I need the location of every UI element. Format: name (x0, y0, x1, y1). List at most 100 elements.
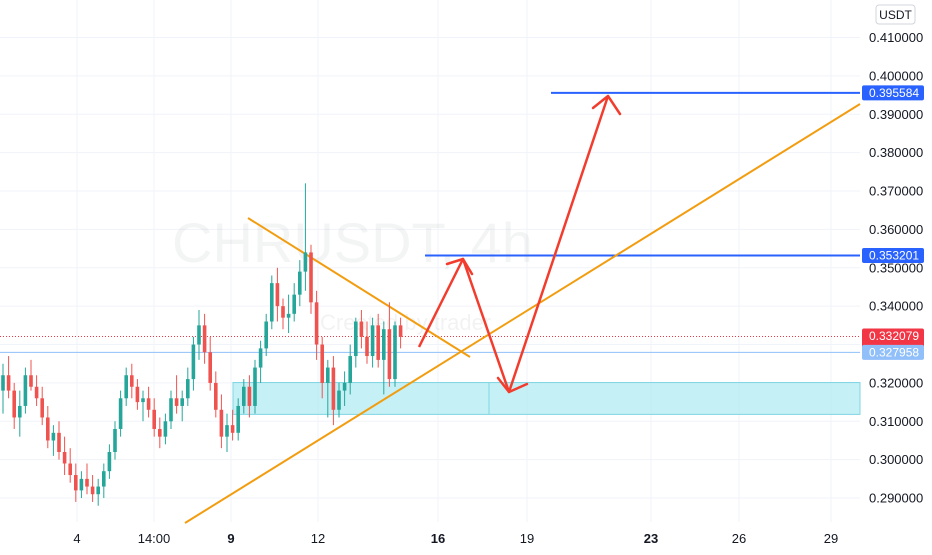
y-tick-label: 0.290000 (869, 491, 923, 506)
watermark-symbol: CHRUSDT, 4h (172, 211, 533, 274)
x-tick-label: 12 (311, 531, 325, 546)
candle (264, 313, 268, 357)
x-tick-label: 14:00 (138, 531, 171, 546)
candle-body (68, 463, 72, 476)
candle (202, 313, 207, 364)
candle (326, 359, 330, 418)
candle-body (40, 398, 44, 418)
candle (174, 375, 179, 414)
prev-price-tag[interactable]: 0.327958 (862, 344, 924, 360)
x-tick-label: 19 (520, 531, 534, 546)
candle-body (51, 432, 56, 441)
y-tick-label: 0.370000 (869, 184, 923, 199)
candle (230, 409, 235, 441)
ascending-trendline[interactable] (184, 103, 861, 524)
candle-body (247, 386, 252, 406)
candle (23, 367, 28, 414)
projection-arrow[interactable] (417, 94, 622, 394)
watermark-subtitle: Created by trader (320, 310, 491, 335)
candle (320, 336, 324, 399)
candle-body (281, 306, 285, 318)
candle-body (292, 294, 296, 314)
candle-body (163, 421, 168, 437)
y-tick-label: 0.300000 (869, 452, 923, 467)
price-axis[interactable]: 0.2900000.3000000.3100000.3200000.330000… (862, 30, 924, 506)
candle-body (6, 375, 11, 391)
x-tick-label: 9 (227, 531, 234, 546)
price-tag-value: 0.332079 (869, 329, 919, 343)
candle-body (303, 252, 308, 272)
candle (253, 359, 257, 414)
currency-badge-frame (875, 4, 916, 25)
drawing-lines[interactable] (0, 91, 861, 524)
candle (219, 394, 224, 449)
candle-body (365, 336, 369, 357)
candle-body (174, 398, 179, 406)
support-zone-rect[interactable] (232, 382, 861, 415)
support-zone[interactable] (232, 382, 861, 415)
candle (46, 405, 50, 449)
candle (382, 321, 386, 395)
candle-body (146, 398, 151, 410)
candle (303, 183, 308, 291)
candle (113, 421, 117, 460)
projection-path[interactable] (417, 95, 610, 394)
descending-trendline[interactable] (247, 217, 471, 358)
candle (354, 317, 358, 368)
candle-body (320, 344, 324, 383)
level-price-tag[interactable]: 0.395584 (862, 85, 924, 101)
candle-body (102, 471, 106, 487)
candle (74, 463, 78, 502)
candle (337, 382, 341, 418)
candle-body (326, 367, 330, 383)
currency-badge[interactable]: USDT (875, 4, 916, 25)
candle-body (348, 356, 352, 383)
candle-body (186, 379, 190, 399)
candle-body (331, 367, 336, 410)
candle-body (113, 428, 117, 453)
candle (309, 244, 313, 314)
candle (298, 260, 302, 307)
time-axis[interactable]: 4 14:00 9 12 16 19 23 26 29 (73, 531, 838, 546)
candle-body (180, 398, 184, 406)
candle (398, 317, 403, 349)
candle (118, 390, 123, 437)
candle-body (169, 398, 173, 422)
x-tick-label: 26 (732, 531, 746, 546)
candle (102, 463, 106, 499)
arrowhead (445, 257, 474, 276)
level-price-tag[interactable]: 0.353201 (862, 247, 924, 263)
candle-body (135, 386, 140, 403)
candle-body (74, 475, 78, 491)
y-tick-label: 0.350000 (869, 260, 923, 275)
candle (270, 275, 274, 330)
candle (85, 463, 89, 495)
candle (236, 398, 240, 441)
candle (62, 436, 67, 476)
candle-body (337, 390, 341, 410)
candle (208, 336, 212, 391)
candle-body (286, 313, 291, 318)
candle-body (253, 367, 257, 406)
y-tick-label: 0.410000 (869, 30, 923, 45)
candle-body (85, 478, 89, 487)
candle (51, 425, 56, 456)
candle-body (130, 375, 134, 387)
candle (163, 413, 168, 445)
candle (225, 413, 229, 453)
candle-body (124, 375, 128, 399)
candle (393, 321, 397, 387)
candle-body (152, 409, 156, 429)
grid (0, 0, 860, 522)
candle-body (158, 428, 162, 437)
candle (34, 375, 39, 406)
candle (258, 340, 263, 383)
candle-body (236, 405, 240, 433)
candle (214, 371, 218, 418)
candle-body (214, 382, 218, 410)
candle-body (197, 325, 201, 345)
candle-body (96, 486, 100, 495)
candle-body (107, 452, 112, 472)
